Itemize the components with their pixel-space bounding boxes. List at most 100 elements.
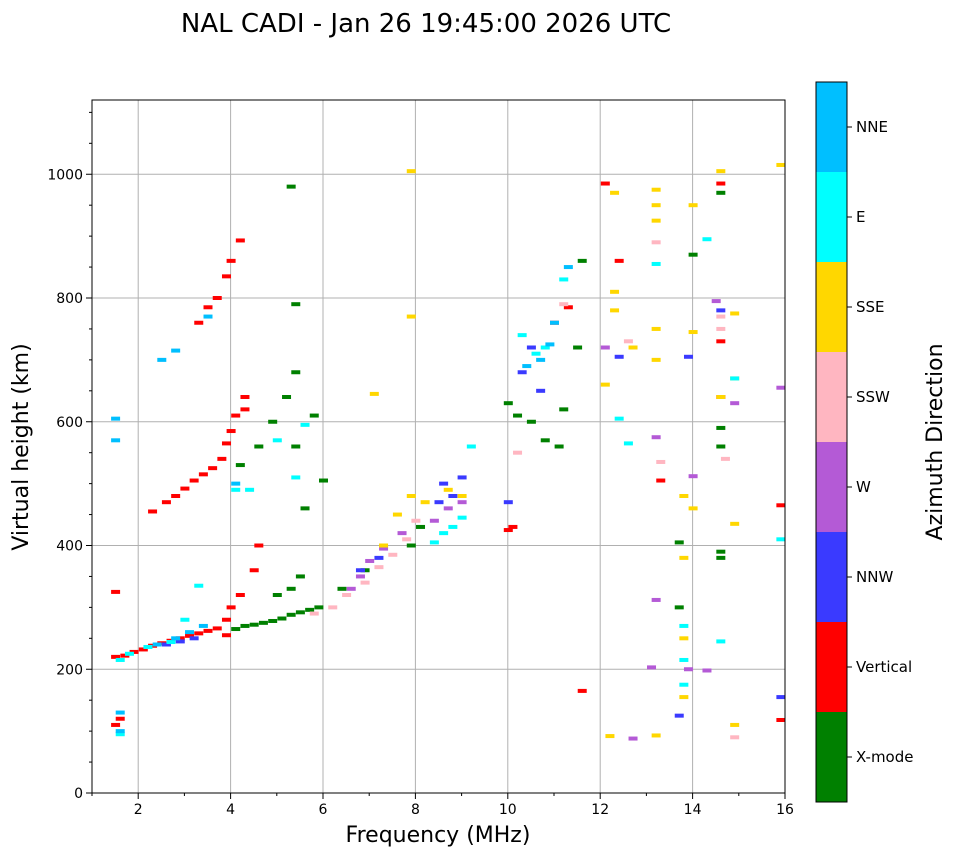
data-point: [342, 593, 352, 597]
data-point: [443, 487, 453, 492]
data-point: [111, 589, 121, 594]
data-point: [148, 509, 158, 514]
data-point: [208, 466, 218, 471]
data-point: [291, 302, 301, 307]
data-point: [309, 611, 319, 616]
data-point: [268, 618, 278, 623]
data-point: [249, 568, 259, 573]
data-point: [776, 385, 786, 390]
data-point: [536, 357, 546, 362]
data-point: [240, 623, 250, 628]
data-point: [526, 345, 536, 350]
data-point: [295, 574, 305, 579]
data-point: [277, 616, 287, 621]
data-point: [157, 641, 167, 646]
data-point: [429, 518, 439, 523]
data-point: [291, 444, 301, 449]
series-ssw: [309, 240, 740, 740]
data-point: [221, 441, 231, 446]
y-tick-label: 600: [56, 415, 83, 431]
data-point: [198, 623, 208, 628]
data-point: [369, 391, 379, 396]
colorbar-label: NNE: [856, 118, 888, 136]
data-point: [711, 299, 721, 304]
data-point: [406, 314, 416, 319]
data-point: [346, 586, 356, 591]
data-point: [360, 568, 370, 573]
data-point: [231, 413, 241, 418]
data-point: [355, 568, 365, 573]
data-point: [194, 583, 204, 588]
data-point: [111, 722, 121, 727]
data-point: [716, 314, 726, 319]
data-point: [305, 607, 315, 612]
data-point: [397, 531, 407, 536]
data-point: [161, 642, 171, 647]
data-point: [194, 320, 204, 325]
data-point: [651, 203, 661, 208]
data-point: [688, 330, 698, 335]
data-point: [203, 305, 213, 310]
y-tick-label: 1000: [47, 167, 83, 183]
data-point: [420, 500, 430, 505]
data-point: [716, 639, 726, 644]
data-point: [702, 668, 712, 673]
data-point: [365, 558, 375, 563]
data-point: [231, 627, 241, 632]
data-point: [328, 605, 338, 610]
series-sse: [369, 162, 786, 739]
data-point: [245, 487, 255, 492]
data-point: [272, 438, 282, 443]
data-point: [513, 413, 523, 418]
data-point: [416, 524, 426, 529]
data-point: [226, 429, 236, 434]
data-point: [235, 238, 245, 243]
data-point: [115, 716, 125, 721]
data-point: [540, 345, 550, 350]
data-point: [776, 162, 786, 167]
data-point: [683, 667, 693, 672]
series-vertical: [111, 181, 786, 727]
data-point: [651, 733, 661, 738]
data-point: [545, 342, 555, 347]
data-point: [716, 339, 726, 344]
data-point: [540, 438, 550, 443]
data-point: [221, 274, 231, 279]
data-point: [517, 333, 527, 338]
data-point: [443, 506, 453, 511]
data-point: [429, 540, 439, 545]
colorbar-segment: [816, 352, 847, 442]
data-point: [600, 382, 610, 387]
data-point: [614, 258, 624, 263]
x-axis-label: Frequency (MHz): [346, 823, 531, 848]
data-point: [406, 543, 416, 548]
data-point: [614, 416, 624, 421]
data-point: [563, 305, 573, 310]
series-w: [346, 299, 786, 741]
colorbar-label: SSE: [856, 298, 885, 316]
data-point: [466, 444, 476, 449]
data-point: [656, 459, 666, 464]
colorbar-segment: [816, 712, 847, 802]
data-point: [171, 636, 181, 641]
data-point: [457, 500, 467, 505]
data-point: [152, 642, 162, 647]
data-point: [716, 169, 726, 174]
data-point: [526, 419, 536, 424]
data-point: [379, 543, 389, 548]
data-point: [679, 494, 689, 498]
data-point: [226, 605, 236, 610]
data-point: [716, 555, 726, 560]
data-point: [559, 302, 569, 307]
data-point: [776, 503, 786, 508]
data-point: [189, 478, 199, 483]
x-tick-label: 12: [591, 802, 609, 818]
data-point: [651, 326, 661, 331]
data-point: [716, 425, 726, 430]
data-point: [674, 605, 684, 610]
data-point: [240, 407, 250, 412]
series-nne: [111, 265, 573, 734]
data-point: [212, 626, 222, 631]
x-tick-label: 4: [226, 802, 235, 818]
data-point: [730, 311, 740, 316]
